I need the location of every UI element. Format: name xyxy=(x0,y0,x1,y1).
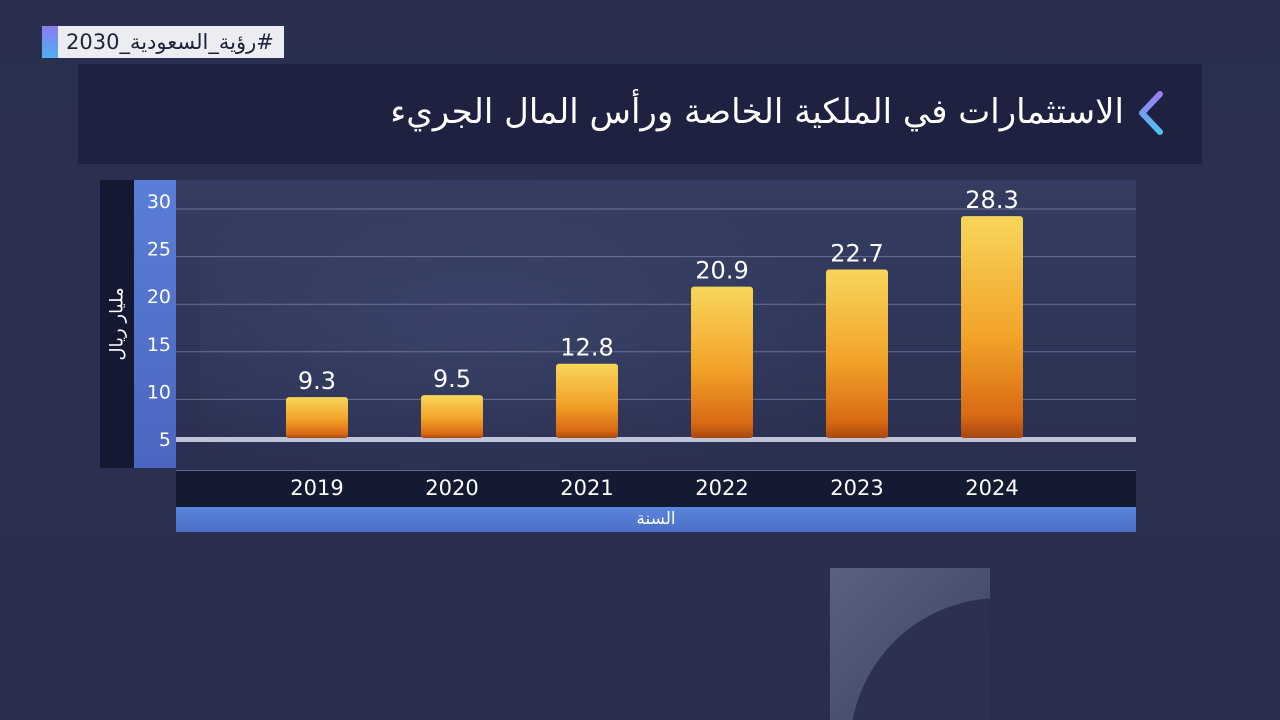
baseline-line xyxy=(176,437,1136,442)
bar-2020 xyxy=(421,395,483,438)
background-decoration xyxy=(830,568,990,720)
bar-2023 xyxy=(826,269,888,438)
y-tick-label: 5 xyxy=(159,429,171,451)
chevron-left-icon xyxy=(1139,91,1163,135)
y-axis-label-strip: مليار ريال xyxy=(100,180,134,468)
y-tick-label: 10 xyxy=(147,381,171,403)
x-tick-label: 2024 xyxy=(965,476,1018,500)
bar-2019 xyxy=(286,397,348,438)
value-label: 28.3 xyxy=(965,186,1018,214)
x-tick-label: 2022 xyxy=(695,476,748,500)
x-tick-label: 2020 xyxy=(425,476,478,500)
x-tick-label: 2023 xyxy=(830,476,883,500)
x-tick-label: 2021 xyxy=(560,476,613,500)
bar-2021 xyxy=(556,363,618,438)
value-label: 12.8 xyxy=(560,334,613,362)
hashtag-text: #رؤية_السعودية_2030 xyxy=(58,26,284,58)
value-label: 22.7 xyxy=(830,239,883,267)
hashtag-badge: #رؤية_السعودية_2030 xyxy=(42,26,284,58)
bar-2022 xyxy=(691,286,753,438)
chart-title: الاستثمارات في الملكية الخاصة ورأس المال… xyxy=(390,92,1124,132)
y-axis-strip xyxy=(134,180,176,468)
x-tick-label: 2019 xyxy=(290,476,343,500)
hashtag-color-swatch xyxy=(42,26,58,58)
value-label: 20.9 xyxy=(695,257,748,285)
y-tick-label: 25 xyxy=(147,239,171,261)
value-label: 9.3 xyxy=(298,367,336,395)
value-label: 9.5 xyxy=(433,365,471,393)
y-tick-label: 30 xyxy=(147,191,171,213)
bar-2024 xyxy=(961,216,1023,438)
y-tick-label: 15 xyxy=(147,334,171,356)
title-bar: الاستثمارات في الملكية الخاصة ورأس المال… xyxy=(78,64,1202,164)
y-tick-label: 20 xyxy=(147,286,171,308)
x-axis-label: السنة xyxy=(176,507,1136,532)
